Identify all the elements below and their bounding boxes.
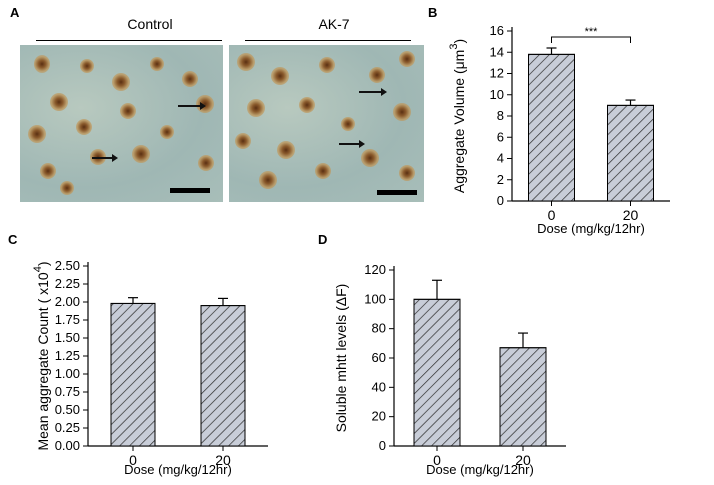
panel-letter-a: A bbox=[10, 5, 20, 20]
panel-letter-c: C bbox=[8, 232, 18, 247]
chart-d-ytick-label: 60 bbox=[372, 350, 386, 365]
chart-c-ytick-label: 1.25 bbox=[55, 348, 80, 363]
panel-letter-d: D bbox=[318, 232, 328, 247]
control-label: Control bbox=[127, 16, 173, 32]
chart-d-bar-hatch bbox=[499, 347, 547, 447]
chart-c-ytick-label: 2.25 bbox=[55, 276, 80, 291]
chart-b-bar-hatch bbox=[528, 53, 575, 202]
chart-c-ytick-label: 0.00 bbox=[55, 438, 80, 453]
chart-d-xtick-label: 0 bbox=[433, 452, 441, 468]
ak7-underline bbox=[245, 40, 411, 41]
ak7-micrograph bbox=[229, 45, 424, 202]
chart-c-ytick-label: 1.50 bbox=[55, 330, 80, 345]
chart-c-ytick-label: 0.50 bbox=[55, 402, 80, 417]
chart-c-xtick-label: 0 bbox=[129, 452, 137, 468]
control-scale-bar bbox=[170, 188, 210, 193]
chart-b-significance-label: *** bbox=[585, 26, 599, 38]
chart-b-significance-bracket bbox=[551, 36, 631, 43]
chart-d-ytick-label: 0 bbox=[379, 438, 386, 453]
ak7-arrow-2 bbox=[339, 140, 365, 148]
control-underline bbox=[36, 40, 222, 41]
chart-c-bar-hatch bbox=[110, 302, 156, 447]
chart-d-bar-hatch bbox=[413, 298, 461, 447]
chart-d-xtick-label: 20 bbox=[515, 452, 531, 468]
chart-b-ytick-label: 14 bbox=[490, 44, 504, 59]
chart-b-xtick-label: 20 bbox=[623, 207, 639, 223]
chart-b-ytick-label: 6 bbox=[497, 129, 504, 144]
control-micrograph bbox=[20, 45, 223, 202]
chart-c: 0.00 0.25 0.50 0.75 1.00 1.25 1.50 1.75 2.00 2.25… bbox=[32, 258, 268, 477]
chart-b-ytick-label: 0 bbox=[497, 193, 504, 208]
chart-c-x-label: Dose (mg/kg/12hr) bbox=[124, 462, 232, 477]
ak7-label: AK-7 bbox=[318, 16, 350, 32]
chart-b-ytick-label: 16 bbox=[490, 23, 504, 38]
chart-b-ytick-label: 12 bbox=[490, 66, 504, 81]
ak7-arrow-1 bbox=[359, 88, 387, 96]
chart-b-bar-hatch bbox=[607, 104, 654, 202]
panel-letter-b: B bbox=[428, 5, 438, 20]
chart-d-x-label: Dose (mg/kg/12hr) bbox=[426, 462, 534, 477]
ak7-scale-bar bbox=[377, 190, 417, 195]
chart-d-ytick-label: 80 bbox=[372, 321, 386, 336]
chart-d-ytick-label: 40 bbox=[372, 379, 386, 394]
control-arrow-2 bbox=[92, 154, 118, 162]
chart-b-xtick-label: 0 bbox=[548, 207, 556, 223]
chart-c-ytick-label: 1.75 bbox=[55, 312, 80, 327]
chart-c-bar-hatch bbox=[200, 305, 246, 447]
control-arrow-1 bbox=[178, 102, 206, 110]
chart-b-y-label: Aggregate Volume (μm3) bbox=[448, 39, 467, 193]
chart-b-ytick-label: 8 bbox=[497, 108, 504, 123]
chart-c-ytick-label: 2.50 bbox=[55, 258, 80, 273]
chart-c-y-label: Mean aggregate Count ( x104) bbox=[32, 261, 51, 450]
chart-b-ytick-label: 2 bbox=[497, 172, 504, 187]
chart-d-ytick-label: 100 bbox=[364, 291, 386, 306]
chart-c-ytick-label: 1.00 bbox=[55, 366, 80, 381]
chart-c-ytick-label: 0.25 bbox=[55, 420, 80, 435]
chart-b-x-label: Dose (mg/kg/12hr) bbox=[537, 221, 645, 236]
chart-c-ytick-label: 2.00 bbox=[55, 294, 80, 309]
chart-d-y-label: Soluble mhtt levels (ΔF) bbox=[333, 284, 349, 433]
chart-b-ytick-label: 10 bbox=[490, 87, 504, 102]
chart-c-xtick-label: 20 bbox=[215, 452, 231, 468]
chart-b-ytick-label: 4 bbox=[497, 151, 504, 166]
chart-c-ytick-label: 0.75 bbox=[55, 384, 80, 399]
chart-d-ytick-label: 120 bbox=[364, 262, 386, 277]
chart-d-ytick-label: 20 bbox=[372, 409, 386, 424]
